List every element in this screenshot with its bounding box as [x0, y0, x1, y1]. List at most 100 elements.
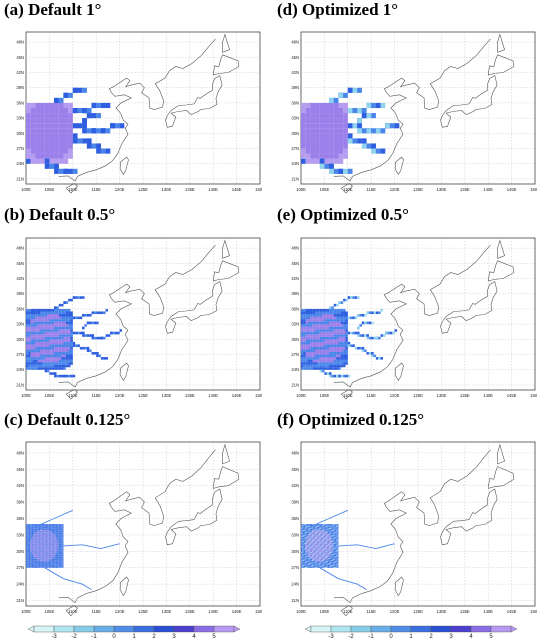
grid-cell — [46, 543, 48, 544]
grid-cell — [33, 555, 35, 557]
grid-cell — [55, 554, 56, 556]
grid-cell — [49, 552, 51, 554]
grid-cell — [48, 567, 50, 568]
grid-cell — [41, 554, 42, 555]
grid-cell — [119, 329, 122, 332]
grid-cell — [28, 558, 29, 559]
grid-cell — [27, 560, 28, 561]
grid-cell — [31, 539, 32, 540]
grid-cell — [52, 526, 53, 528]
grid-cell — [30, 526, 31, 528]
grid-cell — [51, 548, 52, 550]
grid-cell — [329, 158, 334, 164]
grid-cell — [43, 546, 45, 548]
grid-cell — [301, 362, 304, 365]
grid-cell — [35, 567, 37, 568]
grid-cell — [338, 334, 341, 337]
lat-tick-label: 24N — [16, 582, 24, 587]
grid-cell — [336, 357, 339, 360]
grid-cell — [42, 548, 44, 550]
grid-cell — [41, 544, 42, 546]
grid-cell — [34, 565, 36, 566]
grid-cell — [38, 548, 39, 550]
grid-cell — [44, 547, 46, 548]
grid-cell — [29, 540, 31, 542]
grid-cell — [305, 362, 309, 365]
grid-cell — [333, 314, 337, 317]
grid-cell — [52, 545, 54, 547]
grid-cell — [54, 108, 59, 114]
grid-cell — [48, 545, 50, 546]
grid-cell — [315, 118, 320, 124]
grid-cell — [48, 531, 49, 533]
grid-cell — [34, 551, 36, 553]
grid-cell — [47, 545, 49, 546]
grid-cell — [26, 543, 28, 544]
grid-cell — [51, 534, 53, 536]
grid-cell — [41, 563, 43, 565]
grid-cell — [40, 560, 42, 561]
grid-cell — [48, 529, 49, 531]
grid-cell — [37, 560, 39, 561]
grid-cell — [329, 311, 332, 315]
grid-cell — [27, 557, 28, 559]
grid-cell — [63, 128, 69, 134]
grid-cell — [53, 556, 55, 558]
grid-cell — [333, 133, 339, 139]
grid-cell — [37, 552, 38, 554]
grid-cell — [319, 311, 323, 315]
grid-cell — [45, 538, 47, 540]
grid-cell — [326, 346, 330, 350]
grid-cell — [49, 567, 51, 568]
grid-cell — [44, 346, 48, 350]
grid-cell — [52, 554, 53, 556]
grid-cell — [329, 321, 332, 325]
grid-cell — [319, 367, 323, 370]
grid-cell — [308, 367, 311, 370]
grid-cell — [315, 364, 318, 368]
grid-cell — [26, 344, 29, 347]
grid-cell — [54, 326, 57, 330]
grid-cell — [326, 334, 330, 337]
grid-cell — [26, 528, 28, 529]
grid-cell — [42, 567, 44, 568]
grid-cell — [50, 528, 52, 530]
grid-cell — [45, 549, 46, 551]
grid-cell — [27, 544, 28, 546]
grid-cell — [42, 564, 44, 566]
grid-cell — [40, 560, 42, 562]
grid-cell — [26, 529, 27, 531]
grid-cell — [35, 562, 36, 564]
grid-cell — [27, 559, 29, 561]
grid-cell — [26, 553, 28, 555]
grid-cell — [55, 546, 56, 548]
grid-cell — [48, 539, 50, 541]
grid-cell — [30, 555, 32, 557]
grid-cell — [333, 311, 337, 315]
grid-cell — [38, 560, 40, 561]
grid-cell — [49, 543, 51, 545]
grid-cell — [48, 554, 49, 555]
grid-cell — [40, 566, 41, 568]
lat-tick-label: 30N — [16, 131, 24, 136]
grid-cell — [35, 535, 36, 537]
grid-cell — [301, 308, 304, 312]
grid-cell — [37, 536, 38, 538]
grid-cell — [28, 364, 31, 368]
grid-cell — [48, 534, 50, 536]
grid-cell — [58, 339, 62, 342]
grid-cell — [96, 311, 99, 315]
grid-cell — [37, 562, 38, 564]
grid-cell — [322, 314, 325, 317]
grid-cell — [38, 543, 40, 545]
grid-cell — [38, 550, 39, 552]
grid-cell — [61, 349, 64, 353]
grid-cell — [31, 543, 33, 545]
grid-cell — [28, 536, 30, 538]
grid-cell — [44, 562, 45, 564]
grid-cell — [51, 530, 52, 531]
grid-cell — [34, 539, 36, 541]
lon-tick-label: 120E — [390, 187, 400, 192]
grid-cell — [54, 549, 56, 551]
grid-cell — [28, 534, 29, 535]
